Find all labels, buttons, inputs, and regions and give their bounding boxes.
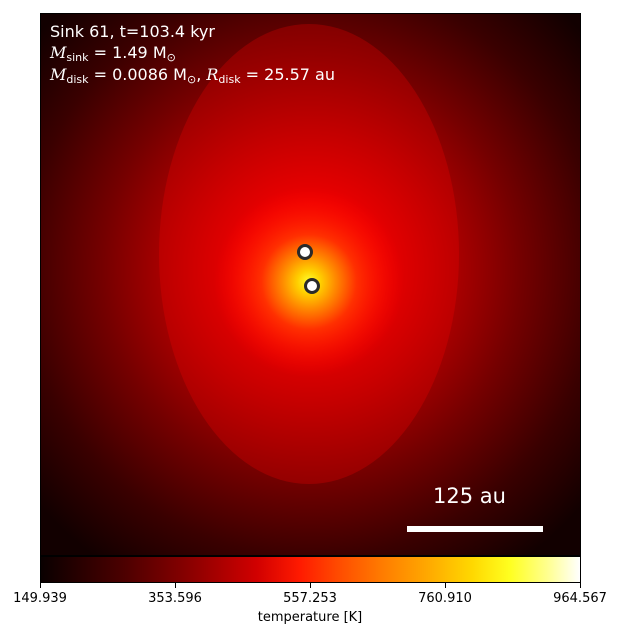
rdisk-value: = 25.57 au: [240, 65, 335, 84]
mdisk-subscript: disk: [66, 73, 89, 86]
msink-symbol: M: [50, 43, 67, 62]
sink-title: Sink 61, t=103.4 kyr: [50, 22, 215, 41]
colorbar-tick: [40, 583, 41, 588]
sink-marker-upper: [297, 244, 313, 260]
colorbar: [40, 556, 581, 583]
colorbar-tick-label: 557.253: [283, 591, 337, 606]
scalebar-label: 125 au: [433, 484, 506, 508]
scalebar: [407, 526, 543, 532]
mdisk-value: = 0.0086 M: [88, 65, 187, 84]
colorbar-tick: [445, 583, 446, 588]
disk-properties: Mdisk = 0.0086 M⊙, Rdisk = 25.57 au: [50, 64, 335, 90]
colorbar-tick: [580, 583, 581, 588]
colorbar-tick-label: 964.567: [553, 591, 607, 606]
mdisk-symbol: M: [50, 65, 67, 84]
msink-unit-subscript: ⊙: [166, 51, 176, 64]
rdisk-symbol: R: [206, 65, 219, 84]
msink-subscript: sink: [66, 51, 89, 64]
sink-mass: Msink = 1.49 M⊙: [50, 42, 176, 68]
mdisk-unit-subscript: ⊙: [186, 73, 197, 86]
colorbar-tick: [310, 583, 311, 588]
colorbar-tick-label: 149.939: [13, 591, 67, 606]
msink-value: = 1.49 M: [88, 43, 167, 62]
separator: ,: [196, 65, 207, 84]
rdisk-subscript: disk: [218, 73, 241, 86]
colorbar-tick: [175, 583, 176, 588]
temperature-map: Sink 61, t=103.4 kyr Msink = 1.49 M⊙ Mdi…: [40, 13, 581, 556]
sink-marker-lower: [304, 278, 320, 294]
colorbar-label: temperature [K]: [257, 610, 363, 625]
colorbar-tick-label: 353.596: [148, 591, 202, 606]
colorbar-tick-label: 760.910: [418, 591, 472, 606]
